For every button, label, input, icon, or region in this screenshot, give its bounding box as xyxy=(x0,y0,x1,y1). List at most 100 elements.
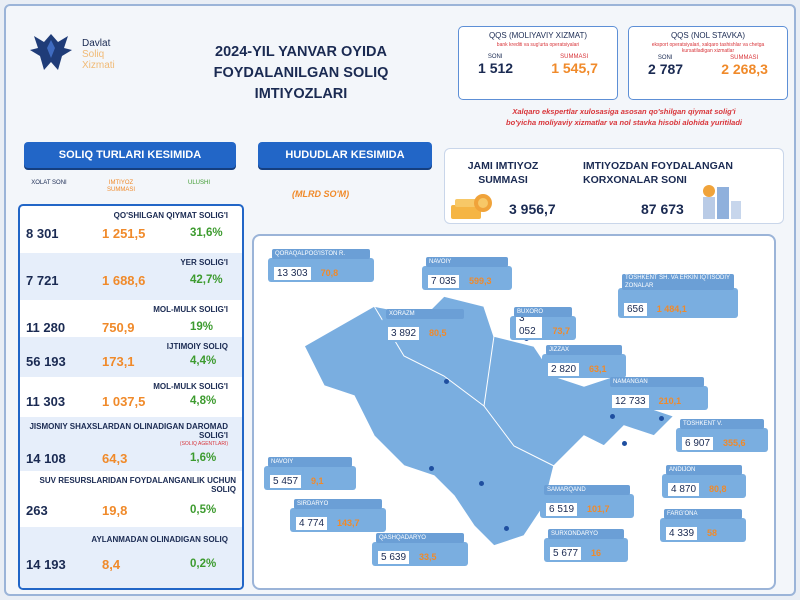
section-header-regions: HUDUDLAR KESIMIDA xyxy=(258,142,432,168)
regions-map: QORAQALPOG'ISTON R. 13 303 70,8 NAVOIY 7… xyxy=(252,234,776,590)
qqs-zero-rate-box: QQS (NOL STAVKA) eksport operatsiyalari,… xyxy=(628,26,788,100)
region-amount: 63,1 xyxy=(589,364,607,374)
logo-line3: Xizmati xyxy=(82,60,115,71)
tax-count: 14 108 xyxy=(26,451,66,466)
region-count: 4 339 xyxy=(666,527,698,540)
tax-name: QO'SHILGAN QIYMAT SOLIG'I xyxy=(113,211,228,220)
tax-count: 11 280 xyxy=(26,320,66,335)
region-count: 4 870 xyxy=(668,483,700,496)
region-name: BUXORO xyxy=(514,307,572,317)
region-name: TOSHKENT SH. VA ERKIN IQTISODIY ZONALAR xyxy=(622,274,734,290)
qqs-count: 2 787 xyxy=(648,61,684,77)
tax-share: 1,6% xyxy=(190,452,217,464)
total-amount-label: JAMI IMTIYOZ SUMMASI xyxy=(467,160,539,186)
region-name: SURXONDARYO xyxy=(548,529,624,539)
qqs-title: QQS (MOLIYAVIY XIZMAT) xyxy=(488,31,588,40)
region-card: SAMARQAND 6 519 101,7 xyxy=(540,485,634,518)
unit-label: (MLRD SO'M) xyxy=(292,189,350,199)
tax-share: 4,4% xyxy=(190,355,217,367)
region-count: 12 733 xyxy=(612,395,649,408)
tax-share: 19% xyxy=(190,321,214,333)
logo: Davlat Soliq Xizmati xyxy=(28,28,138,88)
region-name: ANDIJON xyxy=(666,465,742,475)
table-row: IJTIMOIY SOLIQ 56 193 173,1 4,4% xyxy=(20,337,242,377)
tax-name: SUV RESURSLARIDAN FOYDALANGANLIK UCHUN S… xyxy=(39,476,236,494)
logo-text: Davlat Soliq Xizmati xyxy=(82,38,115,71)
total-amount-value: 3 956,7 xyxy=(509,201,556,217)
page-title: 2024-YIL YANVAR OYIDA FOYDALANILGAN SOLI… xyxy=(156,42,446,105)
qqs-financial-box: QQS (MOLIYAVIY XIZMAT) bank krediti va s… xyxy=(458,26,618,100)
tax-amount: 173,1 xyxy=(102,354,135,369)
qqs-amount: 2 268,3 xyxy=(721,61,768,77)
region-name: SIRDARYO xyxy=(294,499,382,509)
totals-box: JAMI IMTIYOZ SUMMASI 3 956,7 IMTIYOZDAN … xyxy=(444,148,784,224)
buildings-icon xyxy=(703,185,741,219)
tax-name: AYLANMADAN OLINADIGAN SOLIQ xyxy=(91,535,228,544)
region-count: 6 907 xyxy=(682,437,714,450)
qqs-note-line1: Xalqaro ekspertlar xulosasiga asosan qo'… xyxy=(512,107,736,116)
region-card: QORAQALPOG'ISTON R. 13 303 70,8 xyxy=(268,249,374,282)
region-card: JIZZAX 2 820 63,1 xyxy=(542,345,626,378)
tax-note: (SOLIQ AGENTLARI) xyxy=(179,441,228,447)
map-pin xyxy=(479,481,484,486)
tax-count: 8 301 xyxy=(26,226,59,241)
table-row: YER SOLIG'I 7 721 1 688,6 42,7% xyxy=(20,253,242,300)
region-amount: 101,7 xyxy=(587,504,610,514)
tax-share: 0,2% xyxy=(190,558,217,570)
region-amount: 33,5 xyxy=(419,552,437,562)
infographic-frame: Davlat Soliq Xizmati 2024-YIL YANVAR OYI… xyxy=(4,4,796,596)
column-share: ULUSHI xyxy=(187,180,210,186)
tax-count: 14 193 xyxy=(26,557,66,572)
eagle-logo-icon xyxy=(30,34,72,70)
title-line1: 2024-YIL YANVAR OYIDA xyxy=(215,44,387,60)
region-amount: 73,7 xyxy=(552,326,570,336)
tax-amount: 1 688,6 xyxy=(102,273,146,288)
map-pin xyxy=(444,379,449,384)
region-card: NAMANGAN 12 733 210,1 xyxy=(606,377,708,410)
qqs-subtitle: bank krediti va sug'urta operatsiyalari xyxy=(496,42,580,48)
companies-count-label: IMTIYOZDAN FOYDALANGAN KORXONALAR SONI xyxy=(583,160,733,186)
table-row: JISMONIY SHAXSLARDAN OLINADIGAN DAROMAD … xyxy=(20,417,242,471)
table-row: QO'SHILGAN QIYMAT SOLIG'I 8 301 1 251,5 … xyxy=(20,206,242,253)
region-amount: 70,8 xyxy=(320,268,339,278)
region-card: XORAZM 3 892 80,5 xyxy=(382,309,468,342)
title-line2: FOYDALANILGAN SOLIQ xyxy=(213,65,389,81)
region-card: NAVOIY 7 035 599,3 xyxy=(422,257,512,290)
region-amount: 1 484,1 xyxy=(656,304,687,314)
region-name: QORAQALPOG'ISTON R. xyxy=(272,249,370,259)
region-count: 2 820 xyxy=(548,363,580,376)
tax-name: MOL-MULK SOLIG'I xyxy=(153,305,228,314)
qqs-title: QQS (NOL STAVKA) xyxy=(670,31,746,40)
region-card: NAVOIY 5 457 9,1 xyxy=(264,457,356,490)
region-amount: 80,8 xyxy=(709,484,727,494)
qqs-note-line2: bo'yicha moliyaviy xizmatlar va nol stav… xyxy=(505,118,743,127)
logo-line1: Davlat xyxy=(82,38,111,49)
tax-count: 56 193 xyxy=(26,354,66,369)
qqs-amount: 1 545,7 xyxy=(551,60,598,76)
region-name: NAMANGAN xyxy=(610,377,704,387)
tax-share: 42,7% xyxy=(190,274,223,286)
map-pin xyxy=(429,466,434,471)
table-row: MOL-MULK SOLIG'I 11 280 750,9 19% xyxy=(20,300,242,347)
qqs-count: 1 512 xyxy=(478,60,514,76)
region-name: SAMARQAND xyxy=(544,485,630,495)
companies-count-value: 87 673 xyxy=(641,201,684,217)
tax-count: 7 721 xyxy=(26,273,59,288)
map-pin xyxy=(622,441,627,446)
region-card: QASHQADARYO 5 639 33,5 xyxy=(372,533,468,566)
tax-share: 31,6% xyxy=(190,227,223,239)
region-count: 656 xyxy=(624,303,647,316)
qqs-section: QQS (MOLIYAVIY XIZMAT) bank krediti va s… xyxy=(454,22,794,134)
region-amount: 599,3 xyxy=(469,276,492,286)
region-amount: 80,5 xyxy=(429,328,447,338)
section-header-tax-types: SOLIQ TURLARI KESIMIDA xyxy=(24,142,236,168)
region-count: 5 677 xyxy=(550,547,582,560)
tax-amount: 8,4 xyxy=(102,557,121,572)
region-count: 3 892 xyxy=(388,327,420,340)
title-line3: IMTIYOZLARI xyxy=(254,86,348,102)
tax-count: 263 xyxy=(26,503,48,518)
region-name: TOSHKENT V. xyxy=(680,419,764,429)
table-row: SUV RESURSLARIDAN FOYDALANGANLIK UCHUN S… xyxy=(20,471,242,527)
region-count: 7 035 xyxy=(428,275,460,288)
region-amount: 9,1 xyxy=(311,476,324,486)
